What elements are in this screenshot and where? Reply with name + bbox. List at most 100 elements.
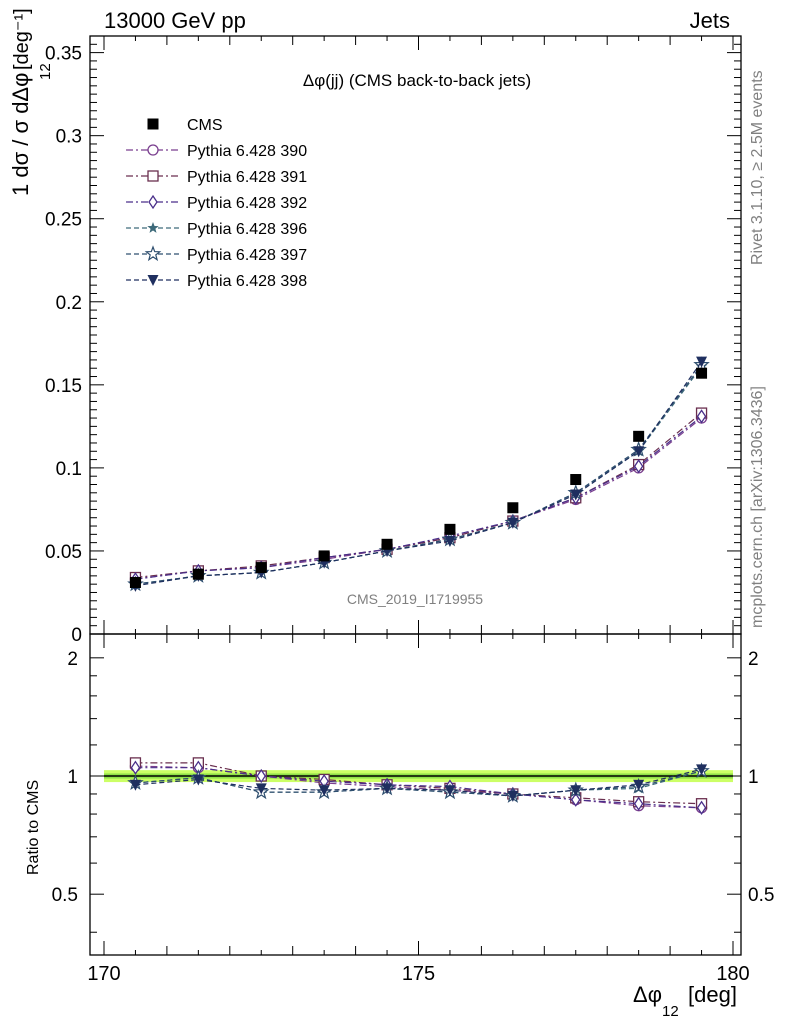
data-point — [444, 535, 456, 547]
ratio-point — [633, 779, 645, 791]
ratio-line — [135, 767, 702, 809]
legend-marker — [147, 144, 159, 156]
data-point — [696, 367, 708, 379]
legend-label: Pythia 6.428 396 — [187, 221, 307, 238]
legend-label: Pythia 6.428 398 — [187, 273, 307, 290]
data-point — [381, 538, 393, 550]
ratio-point — [318, 785, 330, 797]
data-point — [192, 568, 204, 580]
legend-marker — [148, 194, 158, 210]
legend-marker — [147, 170, 159, 182]
y-tick-label: 0.3 — [56, 127, 82, 148]
ratio-line — [135, 762, 702, 805]
legend-label: Pythia 6.428 390 — [187, 143, 307, 160]
data-point — [570, 474, 582, 486]
series-pythia-6-428-391 — [129, 407, 708, 810]
y-tick-label: 0 — [71, 625, 82, 646]
y-tick-label: 0.35 — [45, 44, 82, 65]
y-tick-label: 0.25 — [45, 210, 82, 231]
data-point — [696, 409, 707, 424]
series-line — [135, 417, 702, 580]
axes: 170 175 180 0 0.05 0.1 0.15 0.2 0.25 0.3 0.35 0.5 0.… — [45, 35, 774, 985]
data-point — [633, 446, 645, 458]
data-point — [255, 562, 267, 574]
ratio-uncertainty-band — [104, 770, 733, 783]
data-point — [570, 489, 582, 501]
ratio-point — [255, 783, 267, 795]
ratio-point — [129, 779, 141, 791]
ratio-tick-label: 0.5 — [52, 885, 78, 906]
legend-marker — [147, 222, 159, 233]
series-pythia-6-428-390 — [129, 412, 708, 814]
data-point — [318, 550, 330, 562]
legend-label: Pythia 6.428 392 — [187, 195, 307, 212]
ratio-tick-label-right: 0.5 — [748, 885, 774, 906]
ratio-tick-label-right: 1 — [748, 767, 759, 788]
ratio-line — [135, 770, 702, 797]
ratio-point — [130, 760, 141, 775]
legend-entry: Pythia 6.428 392 — [126, 194, 307, 212]
ratio-point — [696, 764, 708, 776]
legend-entry: Pythia 6.428 391 — [126, 169, 307, 186]
legend-entry: Pythia 6.428 398 — [126, 273, 307, 290]
y-tick-label: 0.1 — [56, 459, 82, 480]
legend-label: Pythia 6.428 397 — [187, 247, 307, 264]
ratio-point — [444, 785, 456, 797]
ratio-point — [192, 774, 204, 786]
y-label-main: 1 dσ / σ dΔφ — [8, 73, 33, 196]
series-line — [135, 366, 702, 585]
x-tick-label: 175 — [402, 963, 435, 985]
y-label-unit: [deg⁻¹] — [11, 8, 33, 70]
side-text-upper: Rivet 3.1.10, ≥ 2.5M events — [749, 70, 766, 265]
x-label-unit: [deg] — [688, 982, 737, 1007]
legend-label: Pythia 6.428 391 — [187, 169, 307, 186]
y-label-sub: 12 — [37, 63, 54, 80]
legend-entry: Pythia 6.428 396 — [126, 221, 307, 238]
legend-marker — [144, 245, 162, 262]
x-tick-label: 170 — [87, 963, 120, 985]
x-axis-label: Δφ 12 [deg] — [633, 982, 737, 1020]
ratio-point — [633, 796, 644, 811]
legend-label: CMS — [187, 117, 223, 134]
series-line — [135, 364, 702, 585]
side-text-lower: mcplots.cern.ch [arXiv:1306.3436] — [749, 386, 766, 628]
series-pythia-6-428-398 — [129, 356, 708, 802]
y-tick-label: 0.05 — [45, 542, 82, 563]
ratio-y-label: Ratio to CMS — [25, 780, 42, 875]
series-pythia-6-428-396 — [129, 360, 708, 801]
series-pythia-6-428-397 — [127, 356, 710, 803]
analysis-watermark: CMS_2019_I1719955 — [347, 591, 483, 607]
data-point — [507, 502, 519, 514]
legend: CMS Pythia 6.428 390 Pythia 6.428 391 Pythi… — [126, 117, 307, 290]
ratio-plot-frame — [89, 633, 742, 956]
series-line — [135, 361, 702, 587]
ratio-point — [570, 785, 582, 797]
legend-entry: CMS — [147, 117, 223, 134]
ratio-point — [381, 783, 393, 795]
series-line — [135, 412, 702, 579]
data-point — [633, 430, 645, 442]
series-pythia-6-428-392 — [130, 409, 707, 815]
x-label-sub: 12 — [662, 1003, 679, 1020]
ratio-tick-label: 2 — [67, 649, 78, 670]
ratio-point — [570, 792, 581, 807]
ratio-tick-label: 1 — [67, 767, 78, 788]
series-cms — [129, 367, 708, 589]
legend-marker — [147, 118, 159, 130]
series-line — [135, 415, 702, 580]
x-tick-label: 180 — [716, 963, 749, 985]
data-point — [633, 459, 644, 474]
ratio-line — [135, 768, 702, 797]
y-tick-label: 0.2 — [56, 293, 82, 314]
ratio-tick-label-right: 2 — [748, 649, 759, 670]
ratio-point — [256, 768, 267, 784]
legend-marker — [147, 275, 159, 286]
header-right: Jets — [690, 8, 730, 33]
data-point — [444, 523, 456, 535]
y-axis-label: 1 dσ / σ dΔφ 12 [deg⁻¹] — [8, 8, 54, 196]
plot-title: Δφ(jj) (CMS back-to-back jets) — [303, 71, 531, 90]
legend-entry: Pythia 6.428 390 — [126, 143, 307, 160]
legend-entry: Pythia 6.428 397 — [126, 245, 307, 264]
ratio-point — [507, 790, 519, 802]
y-tick-label: 0.15 — [45, 376, 82, 397]
